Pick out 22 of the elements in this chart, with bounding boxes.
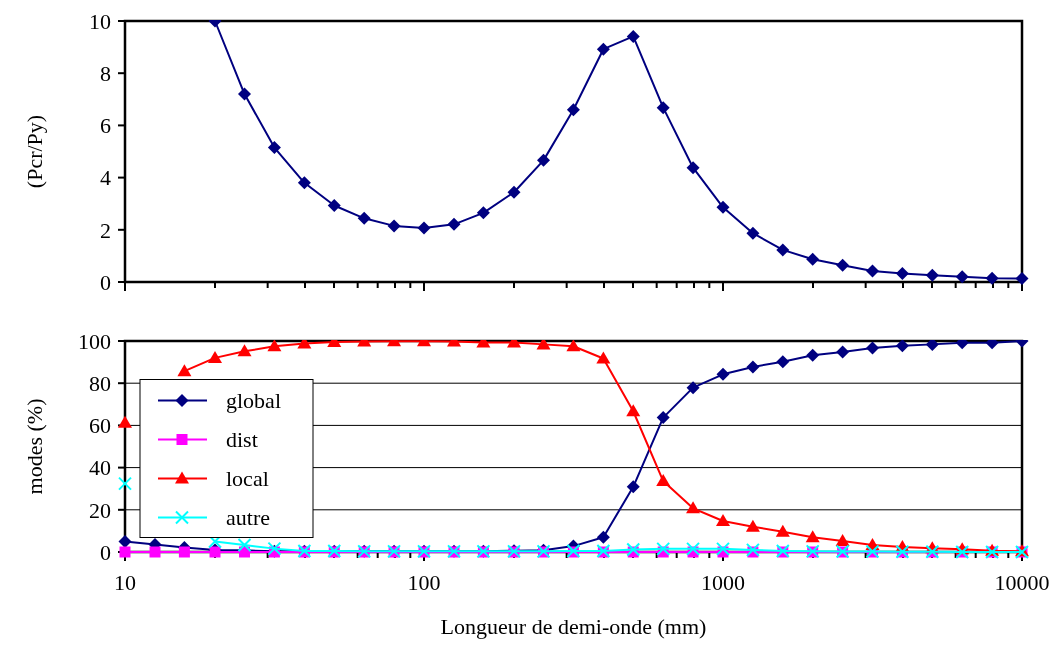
y-axis-title: modes (%)	[22, 398, 47, 495]
legend-label: local	[226, 466, 269, 492]
y-tick-label: 0	[100, 539, 111, 565]
legend-label: dist	[226, 427, 258, 453]
x-tick-label: 100	[407, 570, 441, 595]
y-tick-label: 20	[89, 497, 111, 523]
y-tick-label: 0	[100, 269, 111, 295]
y-tick-label: 4	[100, 165, 111, 191]
x-axis-title: Longueur de demi-onde (mm)	[440, 614, 707, 639]
x-tick-label: 1000	[701, 570, 745, 595]
y-tick-label: 10	[89, 8, 111, 34]
x-tick-label: 10000	[994, 570, 1050, 595]
y-tick-label: 6	[100, 113, 111, 139]
legend-label: global	[226, 388, 281, 414]
y-tick-label: 8	[100, 60, 111, 86]
y-tick-label: 60	[89, 413, 111, 439]
y-tick-label: 80	[89, 370, 111, 396]
y-tick-label: 2	[100, 217, 111, 243]
y-axis-title: (Pcr/Py)	[22, 114, 47, 189]
y-tick-label: 100	[78, 328, 111, 354]
legend-label: autre	[226, 505, 270, 531]
y-tick-label: 40	[89, 455, 111, 481]
